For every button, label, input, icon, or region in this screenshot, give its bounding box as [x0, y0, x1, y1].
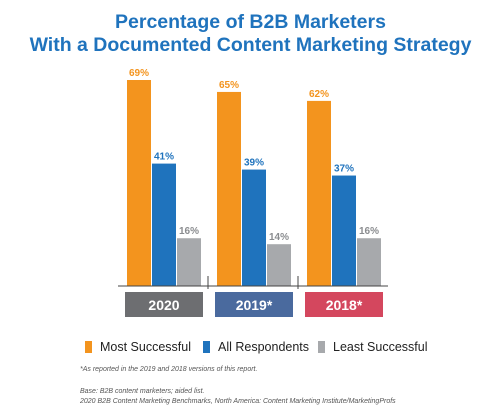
legend-label-least-successful: Least Successful [333, 340, 428, 354]
bar-least-successful [267, 244, 291, 286]
category-label: 2020 [148, 297, 179, 313]
category-label-box [125, 292, 203, 317]
bar-all-respondents [332, 175, 356, 286]
data-label: 41% [154, 152, 174, 163]
legend-label-all-respondents: All Respondents [218, 340, 310, 354]
data-label: 62% [309, 89, 329, 100]
bar-most-successful [307, 100, 331, 286]
legend-swatch-all-respondents [203, 341, 210, 353]
category-label: 2018* [326, 297, 363, 313]
legend-swatch-most-successful [85, 341, 92, 353]
bar-least-successful [177, 238, 201, 286]
chart-title-line1: Percentage of B2B Marketers [115, 11, 386, 33]
category-label: 2019* [236, 297, 273, 313]
data-label: 69% [129, 68, 149, 79]
category-label-box [215, 292, 293, 317]
bar-all-respondents [242, 169, 266, 286]
data-label: 16% [179, 226, 199, 237]
bar-most-successful [127, 80, 151, 286]
footnote-asterisk: *As reported in the 2019 and 2018 versio… [80, 366, 258, 373]
legend-swatch-least-successful [318, 341, 325, 353]
data-label: 39% [244, 158, 264, 169]
legend: Most Successful All Respondents Least Su… [85, 340, 445, 358]
footnote-base: Base: B2B content marketers; aided list. [80, 388, 205, 395]
data-label: 37% [334, 164, 354, 175]
legend-item-most-successful: Most Successful [85, 340, 191, 354]
footnote-source: 2020 B2B Content Marketing Benchmarks, N… [80, 398, 396, 405]
bar-chart: 69% 41% 16% 2020 65% 39% 14% 2019* 62% 37% 16% 2018… [118, 68, 388, 317]
data-label: 14% [269, 232, 289, 243]
chart-title-line2: With a Documented Content Marketing Stra… [29, 34, 472, 56]
legend-label-most-successful: Most Successful [100, 340, 192, 354]
category-label-box [305, 292, 383, 317]
legend-item-least-successful: Least Successful [318, 340, 428, 354]
bar-least-successful [357, 238, 381, 286]
data-label: 65% [219, 80, 239, 91]
bar-all-respondents [152, 163, 176, 286]
bar-most-successful [217, 91, 241, 286]
legend-item-all-respondents: All Respondents [203, 340, 309, 354]
data-label: 16% [359, 226, 379, 237]
